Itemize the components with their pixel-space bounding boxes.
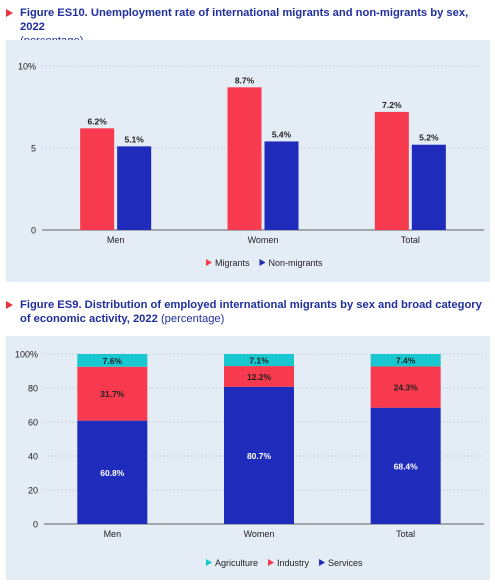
data-label: 68.4% [394,461,419,471]
bar-non-migrants-total [411,144,446,230]
x-tick-label: Total [401,235,420,245]
y-tick-label: 20 [28,486,38,496]
data-label: 60.8% [100,468,125,478]
chart-panel: 0 5 10% Men 6.2% 5.1% Women 8.7% 5.4% Total 7.2% 5.… [6,40,490,282]
y-tick-label: 100% [15,350,38,360]
data-label: 80.7% [247,451,272,461]
bar-segment-services-women [224,386,294,524]
data-label: 7.6% [103,356,123,366]
data-label: 5.4% [272,129,292,139]
bar-segment-agriculture-total [370,354,441,367]
unemployment-bar-chart: 0 5 10% Men 6.2% 5.1% Women 8.7% 5.4% Total 7.2% 5.… [18,62,484,268]
bar-segment-industry-men [77,366,148,421]
x-tick-label: Women [244,529,275,539]
figure-es10: Figure ES10. Unemployment rate of intern… [6,6,490,282]
bar-segment-services-total [370,407,441,524]
data-label: 12.2% [247,372,272,382]
figure-subtitle: (percentage) [160,313,225,325]
legend-marker-services-icon [319,559,326,566]
data-label: 6.2% [87,116,107,126]
data-label: 7.1% [249,356,269,366]
y-tick-label: 40 [28,452,38,462]
legend-label: Industry [277,558,310,568]
bar-segment-agriculture-women [224,354,294,367]
y-tick-label: 0 [31,226,36,236]
triangle-bullet-icon [6,301,13,309]
bar-non-migrants-women [264,141,299,230]
y-tick-label: 5 [31,144,36,154]
bar-segment-industry-total [370,366,441,408]
bar-segment-agriculture-men [77,354,148,367]
bar-migrants-men [80,128,115,230]
bar-migrants-women [227,87,262,230]
distribution-stacked-bar-chart: 0 20 40 60 80 100% Men 60.8% 31.7% 7.6% Women 80.7%… [15,350,484,568]
figure-title-text: Figure ES10. Unemployment rate of intern… [20,7,469,33]
y-tick-label: 10% [18,62,36,72]
x-tick-label: Women [248,235,279,245]
figure-es9: Figure ES9. Distribution of employed int… [6,298,490,580]
y-tick-label: 60 [28,418,38,428]
y-tick-label: 0 [33,520,38,530]
data-label: 31.7% [100,389,125,399]
x-tick-label: Total [396,529,415,539]
legend-label: Services [328,558,363,568]
legend-label: Migrants [215,258,250,268]
y-tick-label: 80 [28,384,38,394]
bar-segment-industry-women [224,366,294,387]
data-label: 5.2% [419,133,439,143]
figure-title-text: Figure ES9. Distribution of employed int… [20,299,482,325]
x-tick-label: Men [107,235,125,245]
data-label: 24.3% [394,383,419,393]
legend-marker-non-migrants-icon [259,259,266,266]
bar-non-migrants-men [117,146,152,230]
data-label: 8.7% [235,75,255,85]
figure-title: Figure ES9. Distribution of employed int… [6,298,490,326]
legend-label: Non-migrants [269,258,324,268]
triangle-bullet-icon [6,9,13,17]
legend-label: Agriculture [215,558,258,568]
data-label: 7.4% [396,356,416,366]
legend-marker-industry-icon [268,559,275,566]
chart-panel: 0 20 40 60 80 100% Men 60.8% 31.7% 7.6% Women 80.7%… [6,336,490,580]
legend-marker-migrants-icon [206,259,212,266]
legend-marker-agriculture-icon [206,559,212,566]
data-label: 5.1% [124,134,144,144]
bar-migrants-total [374,111,409,230]
bar-segment-services-men [77,420,148,524]
data-label: 7.2% [382,100,402,110]
x-tick-label: Men [104,529,122,539]
